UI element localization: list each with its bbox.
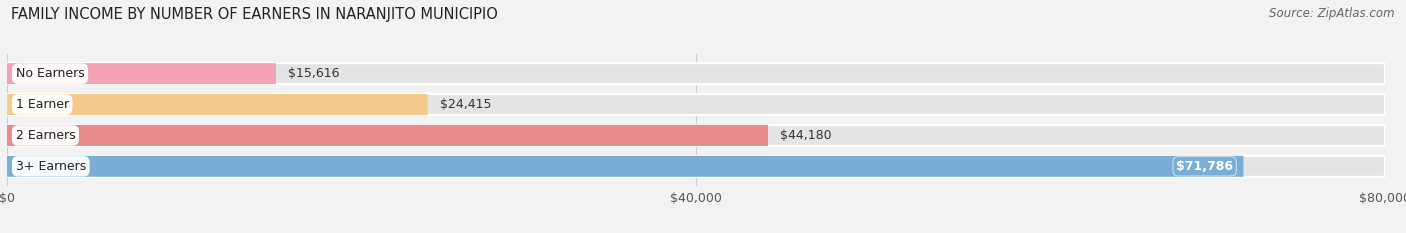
Text: $24,415: $24,415 (440, 98, 491, 111)
FancyBboxPatch shape (7, 94, 427, 115)
FancyBboxPatch shape (7, 63, 1385, 84)
Text: FAMILY INCOME BY NUMBER OF EARNERS IN NARANJITO MUNICIPIO: FAMILY INCOME BY NUMBER OF EARNERS IN NA… (11, 7, 498, 22)
FancyBboxPatch shape (7, 125, 768, 146)
Text: No Earners: No Earners (15, 67, 84, 80)
FancyBboxPatch shape (7, 63, 276, 84)
FancyBboxPatch shape (7, 94, 1385, 115)
Text: 3+ Earners: 3+ Earners (15, 160, 86, 173)
FancyBboxPatch shape (7, 125, 1385, 146)
FancyBboxPatch shape (7, 156, 1243, 177)
FancyBboxPatch shape (7, 156, 1385, 177)
Text: $71,786: $71,786 (1175, 160, 1233, 173)
Text: $44,180: $44,180 (780, 129, 831, 142)
Text: 2 Earners: 2 Earners (15, 129, 76, 142)
Text: 1 Earner: 1 Earner (15, 98, 69, 111)
Text: $15,616: $15,616 (288, 67, 339, 80)
Text: Source: ZipAtlas.com: Source: ZipAtlas.com (1270, 7, 1395, 20)
